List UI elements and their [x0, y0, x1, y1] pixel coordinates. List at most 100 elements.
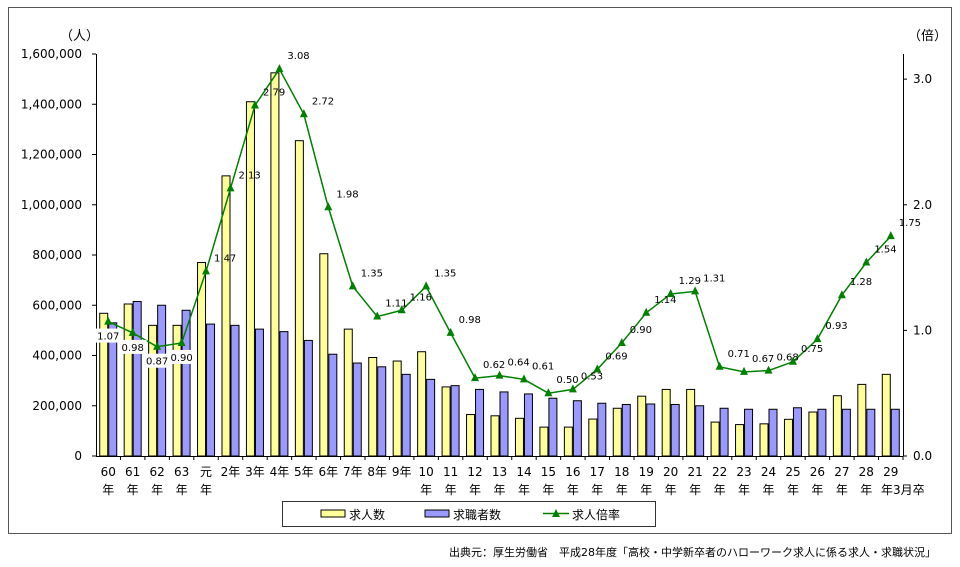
ratio-marker	[837, 290, 846, 299]
left-tick-label: 1,000,000	[21, 198, 82, 212]
ratio-data-label: 0.87	[146, 357, 168, 368]
bar-job-openings	[588, 418, 598, 457]
ratio-data-label: 1.16	[410, 292, 432, 303]
x-tick-label: 29 年3月卒	[881, 465, 925, 497]
left-tick-label: 0	[74, 449, 82, 463]
x-tick-label: 63 年	[174, 465, 189, 497]
ratio-label-bg	[94, 328, 123, 343]
ratio-marker	[495, 370, 504, 379]
ratio-marker	[764, 365, 773, 374]
x-tick-label: 11 年	[443, 465, 458, 497]
ratio-data-label: 1.29	[679, 276, 701, 287]
ratio-marker	[666, 288, 675, 297]
bar-job-seekers	[597, 402, 607, 457]
bar-job-openings	[441, 386, 451, 457]
ratio-marker	[202, 266, 211, 275]
x-tick-label: 13 年	[492, 465, 507, 497]
ratio-marker	[446, 327, 455, 336]
ratio-marker	[471, 373, 480, 382]
bar-job-seekers	[670, 403, 680, 457]
ratio-data-label: 0.61	[532, 361, 554, 372]
ratio-data-label: 1.54	[874, 245, 896, 256]
ratio-marker	[593, 364, 602, 373]
ratio-data-label: 0.62	[483, 360, 505, 371]
ratio-data-label: 1.98	[336, 189, 358, 200]
ratio-data-label: 0.50	[556, 375, 578, 386]
right-tick-label: 2.0	[913, 198, 932, 212]
bar-job-openings	[343, 328, 353, 457]
ratio-marker	[813, 334, 822, 343]
bar-job-seekers	[646, 403, 656, 457]
legend-label-ratio: 求人倍率	[572, 507, 620, 522]
ratio-marker	[373, 311, 382, 320]
x-tick-label: 60 年	[101, 465, 116, 497]
bar-job-openings	[735, 424, 745, 457]
bar-job-seekers	[206, 323, 216, 457]
left-tick-label: 400,000	[32, 349, 82, 363]
left-tick-label: 800,000	[32, 248, 82, 262]
ratio-data-label: 3.08	[287, 51, 309, 62]
ratio-data-label: 0.53	[581, 371, 603, 382]
bar-job-openings	[661, 388, 671, 457]
bar-job-seekers	[817, 408, 827, 457]
left-tick-label: 1,600,000	[21, 47, 82, 61]
x-tick-label: 24 年	[761, 465, 776, 497]
ratio-data-label: 1.35	[361, 268, 383, 279]
ratio-data-label: 0.90	[170, 353, 192, 364]
bar-job-seekers	[499, 391, 509, 457]
bar-job-seekers	[279, 331, 289, 457]
right-tick-label: 0.0	[913, 449, 932, 463]
ratio-data-label: 0.90	[630, 325, 652, 336]
ratio-marker	[519, 374, 528, 383]
bar-job-openings	[808, 411, 818, 457]
left-tick-label: 200,000	[32, 399, 82, 413]
bar-job-openings	[759, 423, 769, 457]
ratio-marker	[862, 257, 871, 266]
x-tick-label: 7年	[343, 465, 363, 479]
bar-job-seekers	[719, 407, 729, 457]
x-tick-label: 26 年	[810, 465, 825, 497]
x-tick-label: 21 年	[687, 465, 702, 497]
legend-label-job-seekers: 求職者数	[453, 507, 501, 522]
ratio-marker	[740, 366, 749, 375]
bar-job-seekers	[401, 373, 411, 457]
x-tick-label: 62 年	[149, 465, 164, 497]
legend: 求人数 求職者数 求人倍率	[282, 501, 656, 527]
x-tick-label: 9年	[392, 465, 412, 479]
bar-job-seekers	[328, 353, 338, 457]
ratio-marker	[397, 305, 406, 314]
bar-job-openings	[319, 253, 329, 457]
ratio-marker	[299, 109, 308, 118]
ratio-data-label: 1.07	[97, 332, 119, 343]
ratio-data-label: 2.13	[239, 170, 261, 181]
bar-job-seekers	[230, 324, 240, 457]
bar-job-openings	[857, 383, 867, 457]
bar-job-openings	[368, 357, 378, 457]
ratio-data-label: 0.67	[752, 354, 774, 365]
bar-job-openings	[881, 373, 891, 457]
bar-job-seekers	[450, 385, 460, 457]
x-tick-label: 6年	[318, 465, 338, 479]
bar-job-openings	[710, 421, 720, 457]
bar-job-seekers	[744, 408, 754, 457]
ratio-marker	[617, 337, 626, 346]
legend-marker-ratio	[552, 509, 560, 517]
x-tick-label: 元年	[200, 465, 212, 497]
ratio-label-bg	[167, 349, 196, 364]
x-tick-label: 12 年	[467, 465, 482, 497]
ratio-marker	[153, 341, 162, 350]
x-tick-label: 17 年	[590, 465, 605, 497]
x-tick-label: 61 年	[125, 465, 140, 497]
x-tick-label: 15 年	[541, 465, 556, 497]
bar-job-seekers	[157, 304, 167, 457]
bar-job-openings	[294, 140, 304, 457]
ratio-data-label: 2.79	[263, 88, 285, 99]
bar-job-seekers	[621, 403, 631, 457]
ratio-data-label: 0.64	[508, 358, 530, 369]
ratio-marker	[642, 307, 651, 316]
x-tick-label: 16 年	[565, 465, 580, 497]
ratio-label-bg	[118, 339, 147, 354]
ratio-marker	[544, 388, 553, 397]
ratio-label-bg	[143, 353, 172, 368]
source-note: 出典元：厚生労働省 平成28年度「高校・中学新卒者のハローワーク求人に係る求人・…	[449, 546, 936, 559]
